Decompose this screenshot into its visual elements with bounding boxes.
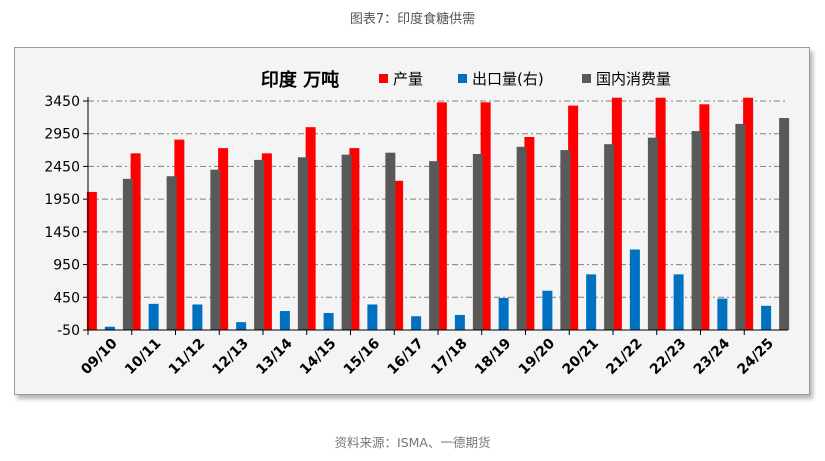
- legend-label: 国内消费量: [596, 70, 671, 88]
- x-tick-label: 20/21: [559, 336, 601, 378]
- production-bar: [349, 148, 360, 330]
- legend-swatch: [582, 74, 591, 83]
- export-bar: [673, 274, 684, 330]
- production-bar: [568, 105, 579, 330]
- export-bar: [454, 314, 465, 330]
- chart-title: 印度 万吨: [261, 69, 339, 91]
- consumption-bar: [516, 146, 527, 330]
- production-bar: [743, 97, 754, 330]
- legend: 产量 出口量(右) 国内消费量: [379, 70, 671, 88]
- production-bar: [480, 102, 491, 331]
- consumption-bar: [472, 153, 483, 330]
- production-bar: [305, 127, 316, 331]
- consumption-bar: [647, 137, 658, 330]
- export-bar: [411, 316, 422, 330]
- export-bar: [323, 312, 334, 330]
- x-tick-label: 13/14: [253, 335, 296, 378]
- consumption-bar: [429, 161, 440, 330]
- x-tick-label: 17/18: [428, 336, 470, 378]
- x-tick-label: 19/20: [516, 335, 559, 378]
- y-tick-label: 2450: [44, 159, 80, 175]
- consumption-bar: [735, 123, 746, 331]
- export-bar: [367, 304, 378, 330]
- consumption-bar: [385, 152, 396, 330]
- x-tick-label: 11/12: [166, 336, 208, 378]
- consumption-bar: [691, 131, 702, 330]
- x-tick-label: 12/13: [209, 336, 251, 378]
- y-tick-label: 1950: [44, 192, 80, 208]
- bars: [86, 97, 790, 331]
- consumption-bar: [254, 159, 265, 330]
- production-bar: [130, 153, 141, 330]
- legend-swatch: [458, 74, 467, 83]
- consumption-bar: [604, 144, 615, 330]
- production-bar: [611, 97, 622, 330]
- consumption-bar: [122, 178, 133, 330]
- production-bar: [655, 97, 666, 330]
- x-tick-label: 15/16: [341, 336, 383, 378]
- consumption-bar: [166, 176, 177, 330]
- consumption-bar: [560, 150, 571, 330]
- production-bar: [174, 139, 185, 330]
- chart-frame: 3450 2950 2450 1950 1450 950 450 -50 09/10 10/11…: [14, 47, 810, 395]
- x-tick-label: 22/23: [647, 336, 689, 378]
- production-bar: [261, 153, 272, 330]
- bar-chart: 3450 2950 2450 1950 1450 950 450 -50 09/10 10/11…: [44, 69, 790, 378]
- consumption-bar: [297, 157, 308, 330]
- x-tick-label: 18/19: [472, 336, 514, 378]
- production-bar: [436, 102, 447, 331]
- export-bar: [542, 290, 553, 330]
- legend-label: 产量: [393, 70, 423, 88]
- export-bar: [717, 298, 728, 330]
- x-axis-ticks: 09/10 10/11 11/12 12/13 13/14 14/15 15/16 16/17…: [78, 330, 777, 378]
- y-tick-label: 950: [53, 258, 80, 274]
- x-tick-label: 23/24: [691, 335, 734, 378]
- figure-title: 图表7：印度食糖供需: [349, 12, 476, 27]
- production-bar: [218, 148, 229, 330]
- export-bar: [104, 326, 115, 330]
- consumption-bar: [779, 118, 790, 330]
- consumption-bar: [210, 169, 221, 330]
- export-bar: [761, 305, 772, 330]
- production-bar: [699, 104, 710, 330]
- consumption-bar: [341, 154, 352, 330]
- x-tick-label: 24/25: [734, 336, 776, 378]
- legend-swatch: [379, 74, 388, 83]
- x-tick-label: 14/15: [297, 336, 339, 378]
- export-bar: [236, 322, 247, 330]
- export-bar: [279, 311, 290, 330]
- legend-label: 出口量(右): [472, 70, 544, 88]
- x-tick-label: 21/22: [603, 336, 645, 378]
- export-bar: [148, 303, 159, 330]
- source-note: 资料来源：ISMA、一德期货: [334, 435, 491, 450]
- x-tick-label: 16/17: [384, 336, 426, 378]
- production-bar: [524, 136, 535, 330]
- export-bar: [192, 304, 203, 330]
- y-tick-label: 450: [53, 290, 80, 306]
- y-axis-ticks: 3450 2950 2450 1950 1450 950 450 -50: [44, 94, 88, 339]
- production-bar: [86, 191, 97, 330]
- x-tick-label: 09/10: [78, 335, 121, 378]
- production-bar: [393, 180, 404, 330]
- y-tick-label: 1450: [44, 225, 80, 241]
- y-tick-label: -50: [57, 323, 80, 339]
- export-bar: [498, 297, 509, 330]
- y-tick-label: 2950: [44, 127, 80, 143]
- export-bar: [586, 274, 597, 330]
- x-tick-label: 10/11: [122, 336, 164, 378]
- export-bar: [629, 249, 640, 330]
- y-tick-label: 3450: [44, 94, 80, 110]
